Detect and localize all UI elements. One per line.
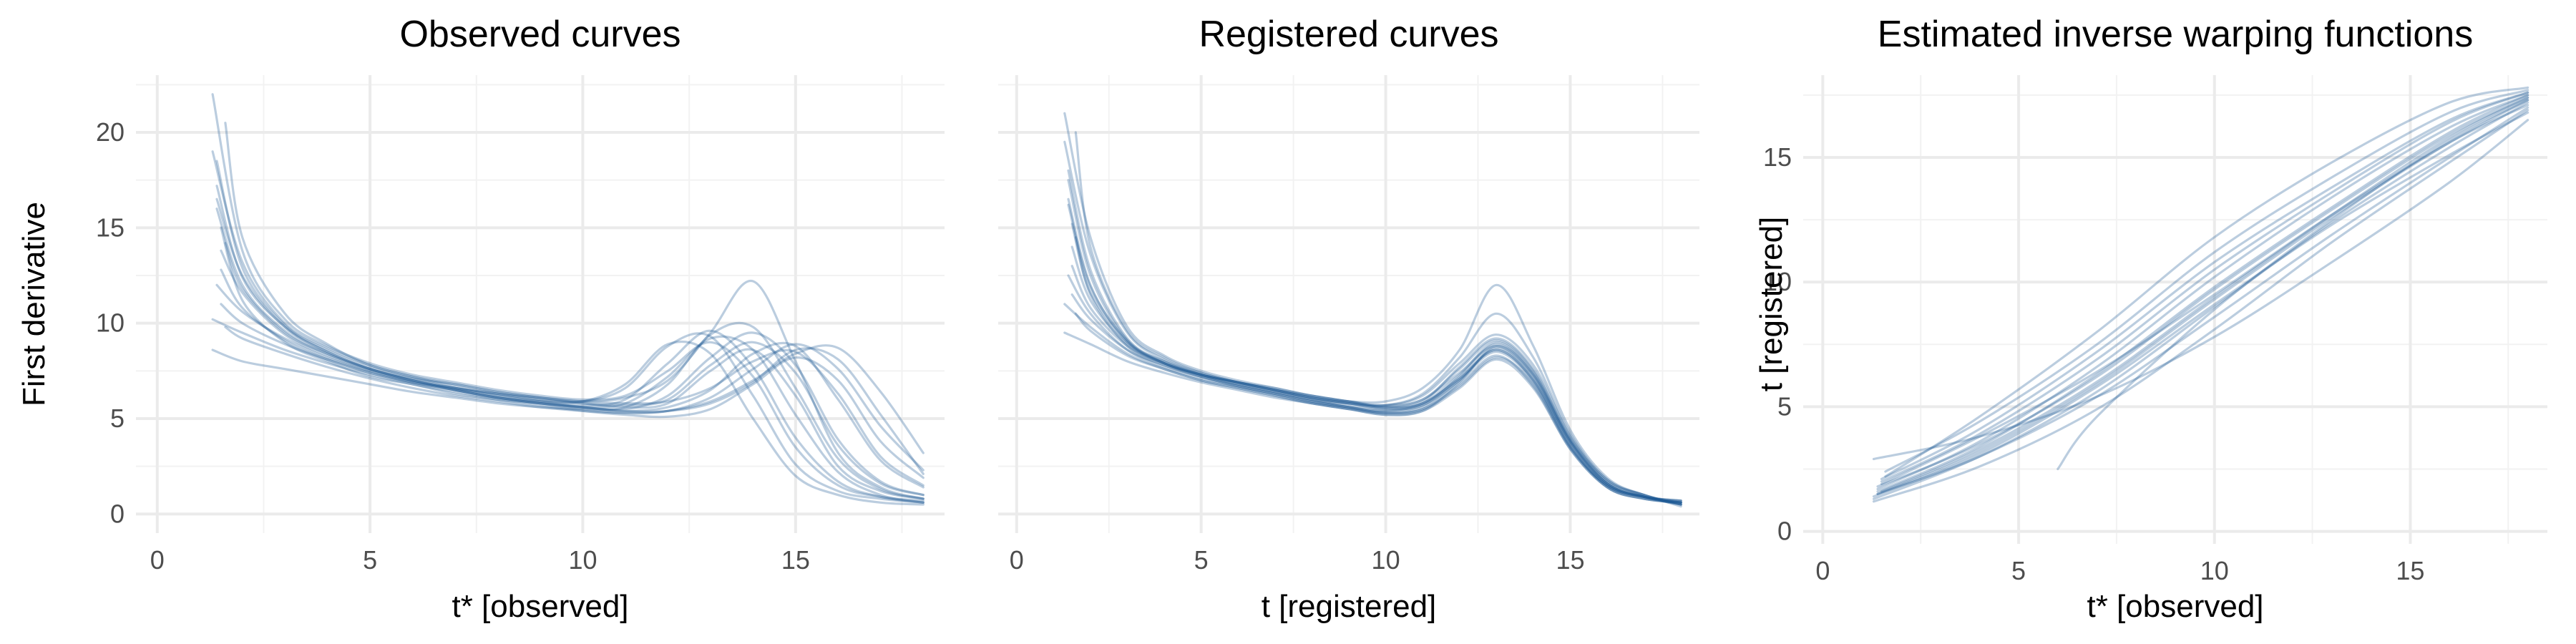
y-tick-label: 10: [96, 308, 125, 338]
curve-line: [215, 185, 924, 504]
curve-line: [1876, 96, 2529, 488]
gridlines: [998, 75, 1699, 533]
x-tick-label: 15: [2396, 556, 2424, 585]
curve-line: [1070, 265, 1682, 502]
x-axis-label: t* [observed]: [452, 589, 628, 624]
curve-line: [1876, 94, 2529, 493]
curve-line: [1872, 111, 2529, 498]
curve-line: [215, 208, 924, 506]
y-tick-label: 5: [110, 404, 125, 433]
curve-line: [1876, 94, 2529, 490]
y-tick-label: 20: [96, 117, 125, 147]
curve-line: [1872, 101, 2529, 500]
panel-title: Estimated inverse warping functions: [1878, 14, 2473, 55]
y-tick-label: 0: [110, 499, 125, 528]
curve-line: [1884, 86, 2529, 478]
curves: [1063, 112, 1682, 508]
curve-line: [211, 93, 924, 502]
curve-line: [211, 318, 924, 489]
gridlines: [1803, 75, 2547, 544]
curve-line: [1074, 312, 1682, 504]
x-tick-label: 0: [1815, 556, 1830, 585]
curve-line: [1063, 112, 1682, 506]
x-tick-label: 15: [781, 545, 810, 575]
curve-line: [1884, 89, 2529, 473]
panel-registered-curves: 0 5 10 15 Registered curves t [registered]: [998, 14, 1699, 624]
curve-line: [1880, 104, 2529, 485]
tick-labels: 0 5 10 15: [1010, 545, 1585, 575]
curve-line: [1074, 131, 1682, 506]
x-axis-label: t* [observed]: [2087, 589, 2263, 624]
curve-line: [220, 268, 924, 487]
panel-observed-curves: 0 5 10 15 0 5 10 15 20 Observed curves t* [obser…: [16, 14, 945, 624]
curve-line: [1063, 331, 1682, 502]
y-axis-label: t [registered]: [1754, 217, 1789, 392]
curve-line: [211, 321, 924, 500]
curve-line: [211, 150, 924, 500]
x-tick-label: 5: [1194, 545, 1209, 575]
curves: [1872, 86, 2529, 503]
curve-line: [224, 242, 924, 475]
tick-labels: 0 5 10 15 0 5 10 15: [1763, 142, 2424, 585]
curve-line: [220, 249, 924, 472]
panel-title: Registered curves: [1199, 14, 1498, 55]
curve-line: [1880, 96, 2529, 493]
x-tick-label: 0: [1010, 545, 1024, 575]
curve-line: [1067, 197, 1682, 504]
gridlines: [136, 75, 945, 533]
curve-line: [1070, 245, 1682, 504]
curve-line: [1876, 99, 2529, 495]
curve-line: [1876, 106, 2529, 495]
curve-line: [1067, 179, 1682, 506]
curve-line: [1880, 91, 2529, 480]
curve-line: [1067, 274, 1682, 502]
curve-line: [1067, 169, 1682, 506]
y-tick-label: 15: [96, 213, 125, 242]
curve-line: [1070, 223, 1682, 504]
curve-line: [224, 326, 924, 454]
curve-line: [215, 283, 924, 504]
tick-labels: 0 5 10 15 0 5 10 15 20: [96, 117, 810, 575]
curves: [211, 93, 924, 506]
y-axis-label: First derivative: [16, 202, 52, 406]
curve-line: [2057, 99, 2529, 471]
x-tick-label: 10: [2200, 556, 2229, 585]
x-tick-label: 5: [2011, 556, 2026, 585]
panel-inverse-warping: 0 5 10 15 0 5 10 15 Estimated inverse warping f…: [1754, 14, 2547, 624]
curve-line: [215, 197, 924, 500]
curve-line: [1872, 119, 2529, 461]
curve-line: [1067, 203, 1682, 506]
curve-line: [1070, 293, 1682, 504]
curve-line: [1872, 109, 2529, 503]
x-tick-label: 15: [1556, 545, 1584, 575]
x-tick-label: 10: [568, 545, 597, 575]
x-axis-label: t [registered]: [1262, 589, 1437, 624]
curve-line: [224, 122, 924, 497]
curve-line: [1063, 140, 1682, 508]
curve-line: [220, 303, 924, 497]
panel-title: Observed curves: [399, 14, 680, 55]
x-tick-label: 5: [363, 545, 377, 575]
y-tick-label: 10: [1763, 267, 1792, 296]
x-tick-label: 10: [1372, 545, 1400, 575]
y-tick-label: 5: [1777, 391, 1792, 421]
y-tick-label: 15: [1763, 142, 1792, 172]
x-tick-label: 0: [150, 545, 165, 575]
curve-line: [215, 160, 924, 504]
curve-line: [1880, 91, 2529, 483]
curve-line: [220, 226, 924, 479]
curve-line: [1063, 303, 1682, 504]
y-tick-label: 0: [1777, 517, 1792, 546]
curve-line: [1074, 236, 1682, 504]
